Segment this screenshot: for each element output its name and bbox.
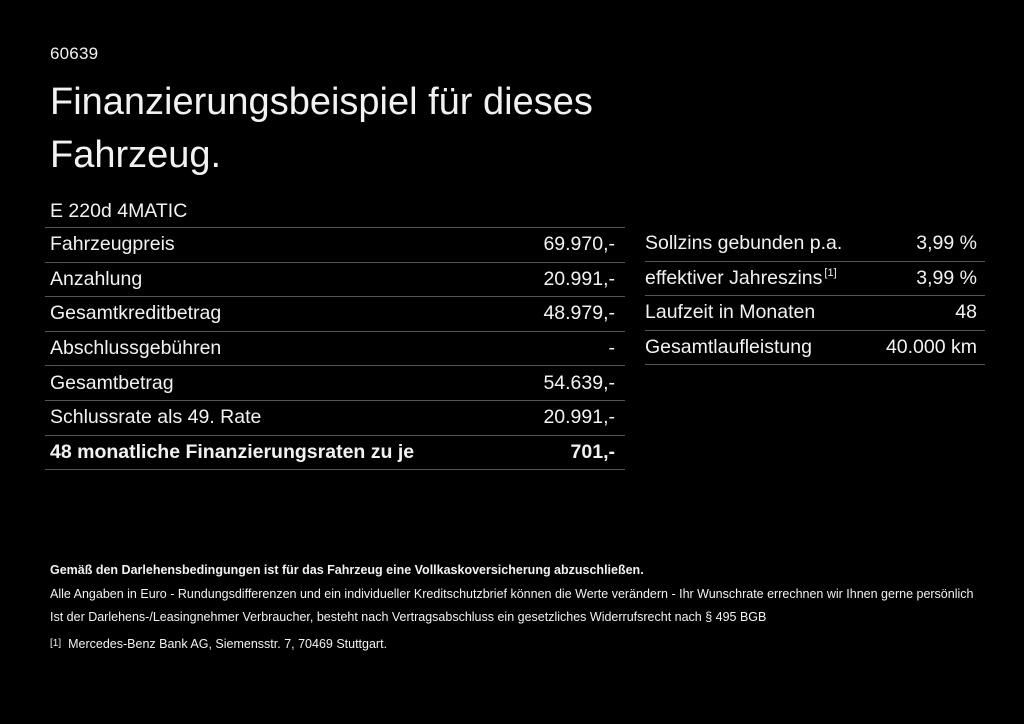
table-row: Sollzins gebunden p.a. 3,99 % (645, 227, 985, 262)
footnote-text: Mercedes-Benz Bank AG, Siemensstr. 7, 70… (68, 637, 388, 651)
row-label: Gesamtkreditbetrag (50, 302, 222, 325)
row-value: 40.000 km (885, 336, 977, 359)
row-label: Gesamtbetrag (50, 371, 174, 394)
table-row: Gesamtlaufleistung 40.000 km (645, 331, 985, 366)
table-row: Gesamtkreditbetrag 48.979,- (45, 297, 625, 332)
table-row: Fahrzeugpreis 69.970,- (45, 228, 625, 263)
footnote-marker: [1] (50, 638, 62, 649)
row-label: 48 monatliche Finanzierungsraten zu je (50, 440, 415, 463)
row-value: - (608, 337, 616, 360)
withdrawal-note: Ist der Darlehens-/Leasingnehmer Verbrau… (50, 610, 767, 624)
footnote-reference: [1] (824, 267, 837, 280)
footnote: [1] Mercedes-Benz Bank AG, Siemensstr. 7,… (50, 636, 980, 652)
row-label: Abschlussgebühren (50, 337, 222, 360)
row-value: 3,99 % (916, 266, 977, 289)
financing-conditions-table: Sollzins gebunden p.a. 3,99 % effektiver… (645, 227, 985, 366)
row-label: effektiver Jahreszins [1] (645, 266, 837, 289)
table-row: Gesamtbetrag 54.639,- (45, 366, 625, 401)
financing-costs-table: Fahrzeugpreis 69.970,- Anzahlung 20.991,… (45, 227, 625, 471)
row-value: 3,99 % (916, 232, 977, 255)
vehicle-model: E 220d 4MATIC (50, 200, 188, 222)
row-value: 48.979,- (543, 302, 615, 325)
row-value: 20.991,- (543, 267, 615, 290)
table-row: Abschlussgebühren - (45, 332, 625, 367)
row-label: Fahrzeugpreis (50, 233, 175, 256)
row-value: 54.639,- (543, 371, 615, 394)
row-label: Laufzeit in Monaten (645, 301, 816, 324)
row-label: Gesamtlaufleistung (645, 336, 812, 359)
row-label: Sollzins gebunden p.a. (645, 232, 843, 255)
table-row: Laufzeit in Monaten 48 (645, 296, 985, 331)
row-value: 69.970,- (543, 233, 615, 256)
row-label: Schlussrate als 49. Rate (50, 406, 262, 429)
disclaimer-text: Alle Angaben in Euro - Rundungsdifferenz… (50, 587, 974, 601)
row-value: 48 (955, 301, 977, 324)
table-row-monthly-rate: 48 monatliche Finanzierungsraten zu je 7… (45, 436, 625, 471)
row-value: 701,- (570, 440, 615, 463)
table-row: Schlussrate als 49. Rate 20.991,- (45, 401, 625, 436)
table-row: effektiver Jahreszins [1] 3,99 % (645, 262, 985, 297)
offer-code: 60639 (50, 44, 99, 63)
table-row: Anzahlung 20.991,- (45, 263, 625, 298)
page-title: Finanzierungsbeispiel für dieses Fahrzeu… (50, 81, 593, 176)
insurance-note: Gemäß den Darlehensbedingungen ist für d… (50, 563, 644, 577)
row-label: Anzahlung (50, 267, 143, 290)
row-value: 20.991,- (543, 406, 615, 429)
